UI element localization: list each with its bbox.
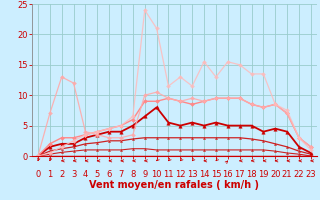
- X-axis label: Vent moyen/en rafales ( km/h ): Vent moyen/en rafales ( km/h ): [89, 180, 260, 190]
